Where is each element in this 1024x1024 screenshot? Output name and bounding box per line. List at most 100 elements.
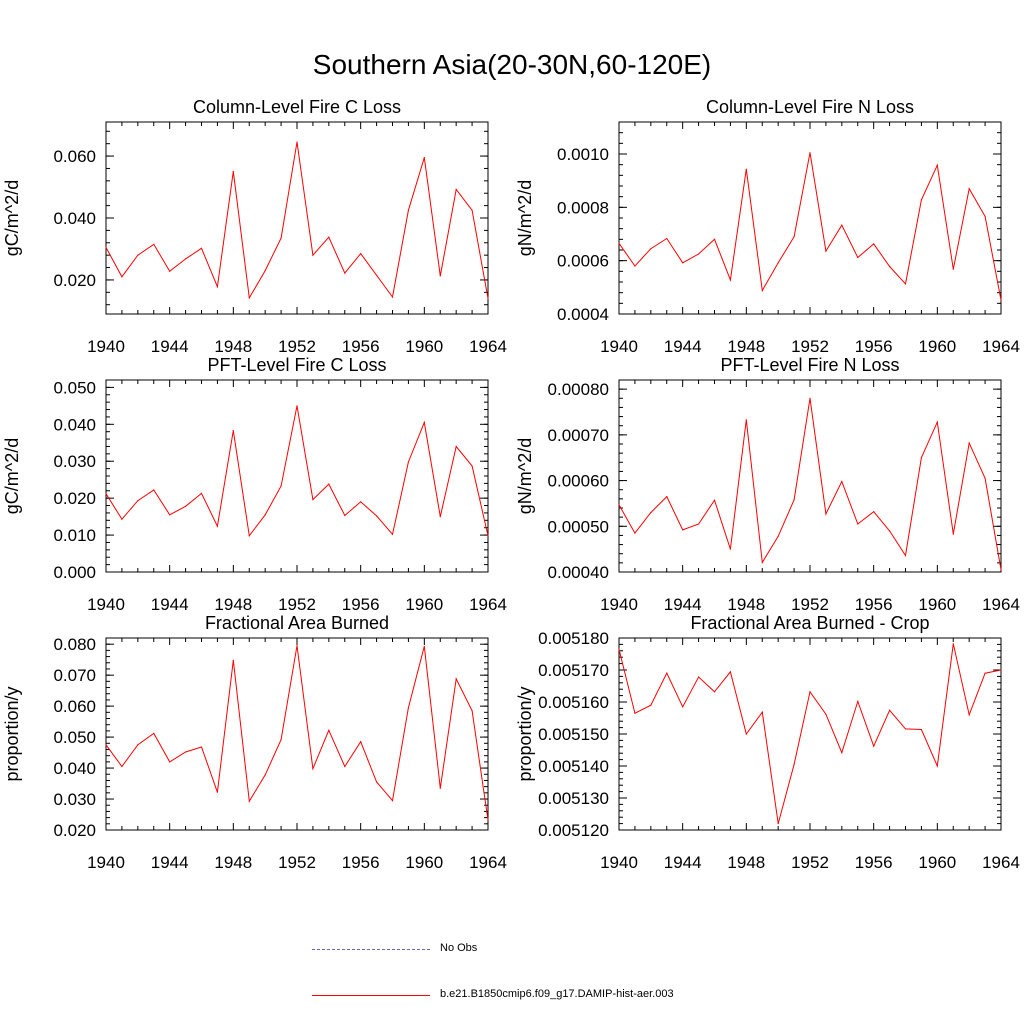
data-point: [391, 533, 394, 535]
data-point: [200, 746, 203, 748]
data-point: [248, 800, 250, 802]
data-point: [634, 712, 636, 714]
y-tick-label: 0.005160: [538, 693, 609, 712]
x-tick-label: 1964: [982, 595, 1020, 614]
data-point: [618, 242, 620, 244]
data-point: [471, 465, 473, 467]
legend-label: b.e21.B1850cmip6.f09_g17.DAMIP-hist-aer.…: [440, 988, 674, 1000]
plot-frame: [618, 121, 1002, 315]
legend-swatch-dashed: [312, 949, 430, 950]
y-tick-label: 0.0006: [557, 252, 609, 271]
data-point: [936, 421, 938, 423]
data-point: [121, 765, 123, 768]
data-point: [455, 445, 457, 448]
chart-panel-5: 1940 1944 1948 1952 1956 1960 1964 0.020 0.030 0.…: [2, 613, 507, 872]
data-point: [360, 253, 362, 255]
y-tick-label: 0.050: [53, 728, 96, 747]
data-point: [376, 515, 378, 517]
data-point: [889, 530, 891, 532]
y-tick-label: 0.00050: [548, 517, 609, 536]
data-point: [248, 297, 250, 299]
x-tick-label: 1960: [918, 853, 956, 872]
data-point: [650, 704, 652, 706]
data-point: [904, 554, 907, 557]
y-tick-label: 0.080: [53, 635, 96, 654]
x-tick-label: 1964: [982, 853, 1020, 872]
data-point: [761, 289, 763, 292]
x-tick-label: 1964: [982, 337, 1020, 356]
panel-title: Column-Level Fire N Loss: [706, 97, 914, 117]
y-tick-label: 0.020: [53, 489, 96, 508]
data-point: [328, 483, 330, 485]
y-tick-label: 0.005180: [538, 629, 609, 648]
series-line: [105, 645, 489, 821]
data-point: [216, 525, 218, 527]
data-point: [761, 711, 763, 713]
plot-frame: [618, 637, 1002, 831]
data-point: [344, 514, 346, 517]
data-point: [423, 421, 425, 424]
y-tick-label: 0.020: [53, 821, 96, 840]
data-point: [216, 791, 218, 793]
data-point: [487, 535, 489, 537]
data-point: [698, 253, 700, 255]
data-point: [682, 706, 684, 708]
y-tick-label: 0.040: [53, 209, 96, 228]
data-point: [121, 276, 123, 278]
x-tick-label: 1964: [469, 337, 507, 356]
data-point: [825, 713, 827, 715]
data-point: [328, 729, 330, 731]
data-point: [264, 270, 266, 272]
x-tick-label: 1940: [87, 337, 125, 356]
x-tick-label: 1940: [600, 595, 638, 614]
data-point: [682, 529, 684, 531]
plot-frame: [105, 121, 489, 315]
series-line: [618, 152, 1002, 301]
data-point: [360, 741, 362, 743]
data-point: [618, 504, 620, 506]
x-tick-label: 1948: [727, 337, 765, 356]
series-line: [618, 643, 1002, 824]
data-point: [407, 707, 409, 709]
data-point: [650, 248, 652, 250]
x-tick-label: 1960: [405, 337, 443, 356]
data-point: [232, 430, 234, 432]
plot-frame: [618, 379, 1002, 573]
legend-label: No Obs: [440, 942, 478, 954]
data-point: [439, 787, 441, 789]
x-tick-label: 1948: [214, 337, 252, 356]
data-point: [376, 274, 378, 276]
data-point: [376, 781, 378, 783]
data-point: [121, 518, 123, 520]
data-point: [793, 763, 795, 766]
plot-frame: [105, 637, 489, 831]
y-tick-label: 0.00040: [548, 563, 609, 582]
data-point: [841, 480, 843, 483]
x-tick-label: 1964: [469, 595, 507, 614]
data-point: [968, 442, 970, 444]
data-point: [745, 733, 747, 735]
y-tick-label: 0.00060: [548, 472, 609, 491]
data-point: [423, 645, 425, 648]
panel-title: Fractional Area Burned: [205, 613, 389, 633]
data-point: [105, 493, 107, 495]
data-point: [873, 745, 875, 747]
x-tick-label: 1948: [727, 853, 765, 872]
data-point: [153, 732, 155, 735]
x-tick-label: 1956: [342, 337, 380, 356]
y-tick-label: 0.060: [53, 147, 96, 166]
y-tick-label: 0.0008: [557, 198, 609, 217]
x-tick-label: 1944: [151, 337, 189, 356]
data-point: [618, 648, 620, 650]
data-point: [968, 714, 970, 716]
data-point: [761, 561, 763, 564]
data-point: [920, 457, 923, 459]
y-tick-label: 0.070: [53, 666, 96, 685]
data-point: [825, 513, 827, 515]
series-line: [105, 405, 489, 538]
data-point: [407, 209, 409, 211]
x-tick-label: 1940: [600, 853, 638, 872]
y-tick-label: 0.040: [53, 415, 96, 434]
data-point: [232, 170, 234, 173]
